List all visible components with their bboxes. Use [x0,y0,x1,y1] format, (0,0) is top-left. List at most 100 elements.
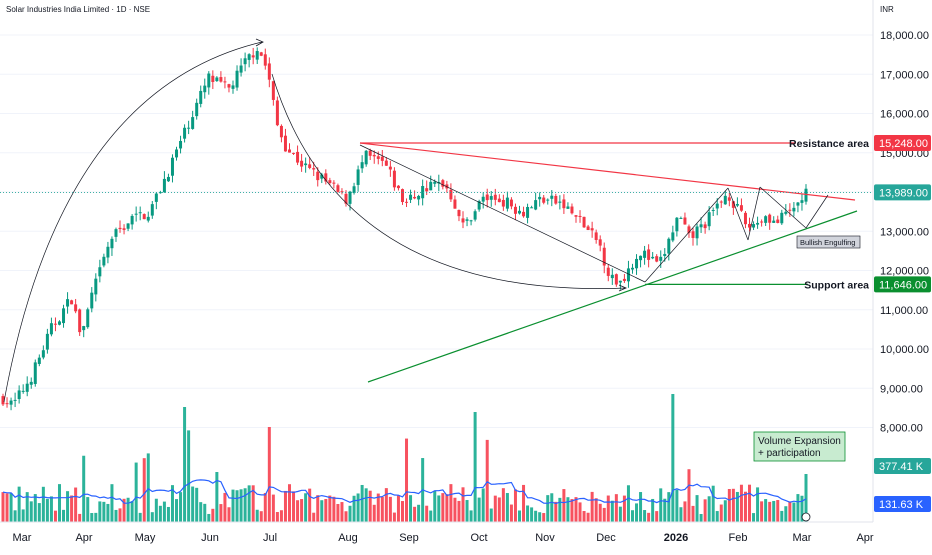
volume-bar [41,486,45,522]
volume-bar [356,493,360,522]
candle-body [501,199,505,207]
volume-bar [772,500,776,522]
volume-bar [191,486,195,522]
candle-body [17,390,21,400]
volume-bar [352,495,356,522]
volume-bar [570,499,574,522]
volume-bar [687,469,691,522]
candle-body [699,224,703,228]
trendline-drawings [3,38,858,403]
candle-body [82,326,86,331]
candle-body [57,321,61,325]
candle-body [602,247,606,266]
candle-body [49,323,53,335]
candle-body [421,186,425,199]
candle-body [667,238,671,254]
candle-body [179,140,183,149]
candle-body [37,357,41,364]
candle-body [392,170,396,188]
volume-bar [384,488,388,522]
volume-bar [554,501,558,522]
resistance-price-label: 15,248.00 [879,138,928,150]
volume-bar [400,501,404,522]
arrowhead [255,38,264,47]
descending-trendline [359,142,856,201]
time-tick-label: Oct [470,532,487,544]
volume-bar [130,501,134,522]
volume-bar [643,510,647,522]
candle-body [74,304,78,312]
candle-body [574,215,578,217]
candle-body [792,207,796,212]
candle-body [800,200,804,203]
candle-body [259,52,263,56]
candle-body [215,77,219,82]
volume-bar [546,495,550,522]
candle-body [400,189,404,203]
candle-body [154,193,158,202]
candle-body [110,238,114,249]
volume-bar [247,485,251,522]
candle-body [203,85,207,93]
candle-body [33,362,37,384]
volume-bar [166,506,170,522]
volume-bar [501,488,505,522]
volume-bar [731,488,735,522]
candle-body [485,194,489,201]
candle-body [659,256,663,261]
candle-body [554,195,558,204]
volume-bar [683,501,687,522]
volume-note-box [753,431,846,462]
price-tick-label: 18,000.00 [880,30,929,42]
candle-body [187,127,191,129]
volume-bar [445,494,449,522]
volume-bar [453,497,457,522]
candle-body [505,197,509,209]
candlestick-series [1,47,808,411]
volume-bar [800,495,804,522]
annotations: Resistance area Support area Bullish Engul… [753,138,869,522]
volume-bar [372,504,376,522]
candle-body [695,226,699,239]
candle-body [461,218,465,223]
candle-body [748,223,752,228]
volume-bar [756,487,760,522]
volume-bar [195,487,199,522]
volume-bar [158,505,162,522]
resistance-area-label: Resistance area [789,138,869,150]
candle-body [304,163,308,166]
candle-body [413,196,417,199]
volume-bar [49,496,53,522]
volume-bar [481,488,485,522]
volume-bar [606,495,610,522]
volume-bar [598,503,602,522]
candle-body [756,222,760,225]
volume-bar [211,508,215,522]
volume-bar [316,495,320,522]
volume-bar [477,497,481,522]
volume-bar [614,494,618,522]
candle-body [183,127,187,139]
candle-body [340,191,344,193]
candle-body [53,323,57,325]
candle-body [271,81,275,100]
candle-body [255,51,259,60]
volume-bar [70,495,74,522]
volume-bar [142,458,146,522]
volume-bar [37,503,41,522]
dividend-marker-icon[interactable] [801,512,811,522]
volume-bar [235,490,239,522]
candle-body [675,217,679,232]
volume-bar [328,495,332,522]
candle-body [388,166,392,170]
time-tick-label: Nov [535,532,555,544]
candle-body [550,195,554,199]
candle-body [594,232,598,240]
candle-body [372,154,376,157]
candle-body [711,209,715,211]
candle-body [368,150,372,156]
volume-bar [243,488,247,522]
candle-body [21,390,25,392]
